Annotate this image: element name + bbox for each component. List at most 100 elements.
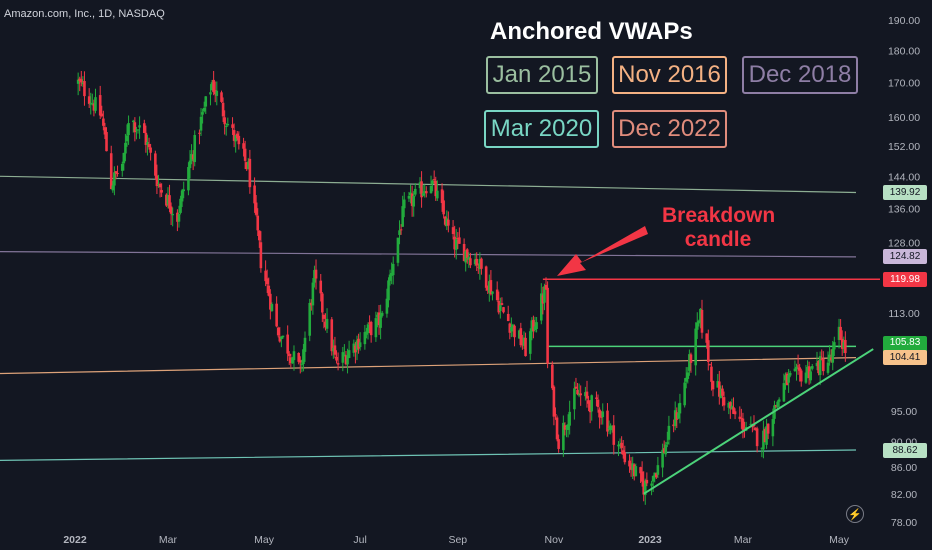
price-badge-value: 119.98 xyxy=(890,273,920,285)
candle-body xyxy=(91,102,94,104)
candle-body xyxy=(135,129,138,131)
candle-body xyxy=(596,399,600,407)
candle-body xyxy=(510,326,513,332)
candle-body xyxy=(810,366,814,369)
flash-icon[interactable]: ⚡ xyxy=(846,505,864,523)
candle-body xyxy=(695,322,699,330)
candle-body xyxy=(620,442,623,448)
candle-body xyxy=(554,414,557,416)
candle-body xyxy=(144,132,148,145)
y-tick-label: 152.00 xyxy=(888,141,920,153)
candle-body xyxy=(517,330,521,339)
candle-body xyxy=(576,389,579,395)
candle-body xyxy=(363,332,367,345)
candle-body xyxy=(324,321,327,328)
candle-body xyxy=(365,331,368,335)
price-badge-value: 139.92 xyxy=(889,187,921,198)
candle-body xyxy=(321,293,324,313)
candle-body xyxy=(618,444,622,446)
candle-body xyxy=(497,300,501,313)
y-tick-label: 86.00 xyxy=(891,462,917,474)
candle-body xyxy=(269,293,272,310)
candle-body xyxy=(595,397,598,399)
candle-body xyxy=(127,123,130,136)
candle-body xyxy=(116,173,119,175)
price-badge-value: 88.62 xyxy=(892,444,918,456)
candle-body xyxy=(420,181,423,198)
candle-body xyxy=(809,371,812,381)
candle-body xyxy=(347,350,351,358)
candle-body xyxy=(379,314,382,328)
candle-body xyxy=(740,418,743,420)
candle-body xyxy=(407,195,411,199)
candle-body xyxy=(587,400,590,404)
candle-body xyxy=(81,82,85,85)
candle-body xyxy=(697,320,701,324)
arrow-shape xyxy=(557,226,648,276)
candle-body xyxy=(155,175,159,187)
candle-body xyxy=(643,480,647,496)
candle-body xyxy=(730,405,734,410)
candle-body xyxy=(434,180,438,197)
candle-body xyxy=(617,444,620,447)
candle-body xyxy=(606,410,609,432)
candle-body xyxy=(524,337,527,357)
candle-body xyxy=(297,352,300,362)
candle-body xyxy=(546,287,549,364)
candle-body xyxy=(729,402,732,409)
candle-body xyxy=(258,230,261,241)
candle-body xyxy=(369,321,373,336)
candle-body xyxy=(182,189,185,192)
candle-body xyxy=(552,386,556,417)
candle-body xyxy=(168,195,171,209)
candle-body xyxy=(705,333,709,343)
candle-body xyxy=(722,397,726,406)
candle-body xyxy=(122,152,126,164)
candle-body xyxy=(688,354,691,371)
candle-body xyxy=(672,424,675,427)
candle-body xyxy=(92,103,96,111)
y-tick-label: 170.00 xyxy=(888,78,920,90)
candle-body xyxy=(368,322,371,324)
candle-body xyxy=(210,82,214,91)
candle-body xyxy=(374,318,378,338)
candle-body xyxy=(212,79,215,93)
candle-body xyxy=(253,185,256,204)
vwap-dec-2018 xyxy=(0,251,857,258)
candle-body xyxy=(254,202,258,215)
candle-body xyxy=(267,285,271,296)
vwap-mar-2020 xyxy=(0,449,857,461)
candle-body xyxy=(204,96,208,107)
candle-body xyxy=(354,345,357,353)
candle-body xyxy=(788,372,792,376)
candle-body xyxy=(675,412,679,420)
candle-body xyxy=(464,251,467,263)
candle-body xyxy=(325,318,329,329)
candle-body xyxy=(763,429,767,443)
candle-body xyxy=(87,96,91,104)
candle-body xyxy=(588,402,592,413)
candle-body xyxy=(330,319,334,352)
candle-body xyxy=(409,192,412,196)
candle-body xyxy=(733,411,737,415)
candle-body xyxy=(793,368,797,371)
candle-body xyxy=(188,160,192,169)
candle-body xyxy=(83,81,86,97)
symbol-label[interactable]: Amazon.com, Inc., 1D, NASDAQ xyxy=(4,8,165,20)
candle-body xyxy=(398,230,401,235)
candle-body xyxy=(358,342,362,348)
candle-body xyxy=(80,79,83,83)
candle-body xyxy=(806,366,809,374)
candle-body xyxy=(655,473,658,478)
candle-body xyxy=(653,472,657,477)
candle-body xyxy=(310,302,313,306)
candle-body xyxy=(716,381,720,388)
candle-body xyxy=(664,444,668,455)
price-badge: 104.41 xyxy=(883,350,927,366)
candle-body xyxy=(699,308,702,323)
candle-body xyxy=(522,337,526,346)
candle-body xyxy=(666,442,669,444)
candle-body xyxy=(412,195,415,207)
x-tick-label: 2023 xyxy=(638,534,662,546)
